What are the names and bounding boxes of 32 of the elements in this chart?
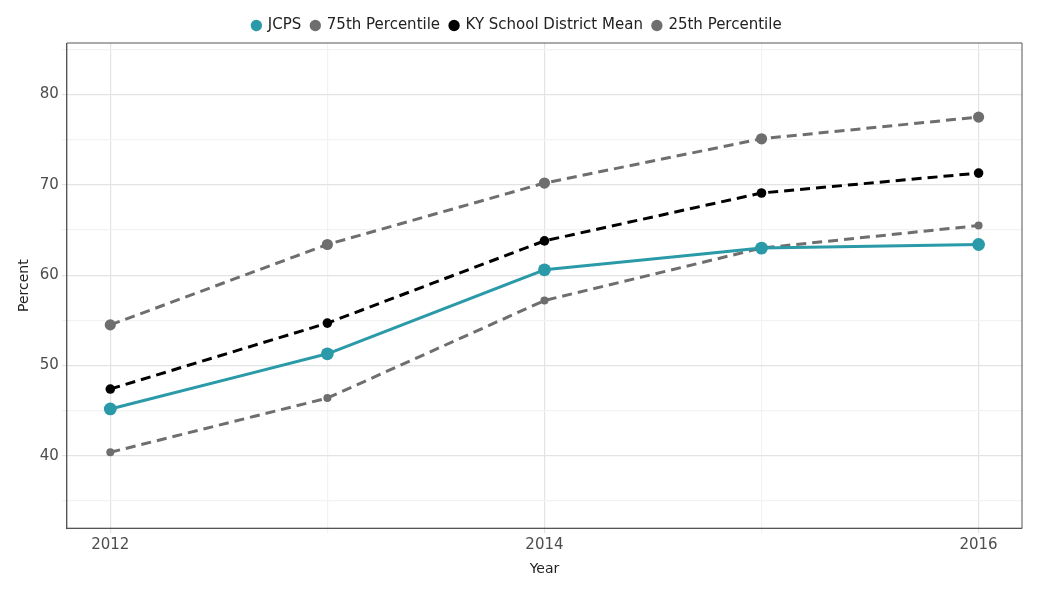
point bbox=[755, 133, 768, 145]
x-tick-label: 2016 bbox=[959, 535, 998, 554]
y-tick-label: 80 bbox=[39, 84, 59, 103]
point bbox=[106, 448, 115, 457]
x-tick-label: 2014 bbox=[525, 535, 564, 554]
point bbox=[538, 177, 551, 189]
point bbox=[104, 319, 116, 331]
legend-label: JCPS bbox=[266, 15, 302, 34]
point bbox=[974, 221, 983, 230]
y-axis-title: Percent bbox=[15, 258, 32, 312]
y-tick-label: 50 bbox=[39, 355, 59, 374]
legend-label: 25th Percentile bbox=[668, 15, 782, 34]
point bbox=[540, 296, 549, 305]
point bbox=[972, 111, 985, 123]
y-tick-label: 70 bbox=[39, 174, 59, 193]
legend-label: KY School District Mean bbox=[465, 15, 643, 34]
point bbox=[973, 168, 984, 178]
x-tick-label: 2012 bbox=[91, 535, 130, 554]
point bbox=[538, 263, 551, 277]
x-axis-title: Year bbox=[528, 560, 560, 577]
point bbox=[105, 384, 116, 394]
point bbox=[320, 347, 334, 361]
point bbox=[323, 394, 332, 403]
legend-label: 75th Percentile bbox=[326, 15, 441, 34]
point bbox=[756, 188, 767, 198]
y-tick-label: 60 bbox=[39, 265, 59, 284]
point bbox=[972, 238, 985, 251]
y-tick-label: 40 bbox=[39, 445, 59, 464]
point bbox=[539, 236, 550, 246]
point bbox=[321, 238, 333, 251]
point bbox=[322, 318, 333, 328]
point bbox=[103, 402, 117, 416]
